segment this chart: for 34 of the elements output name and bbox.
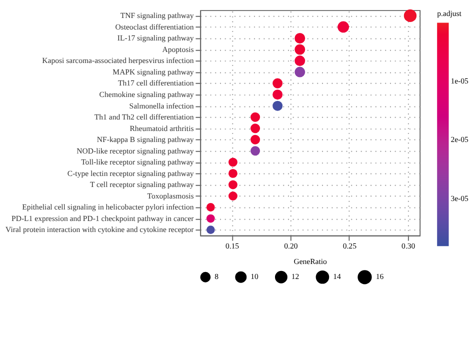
color-bar-title: p.adjust bbox=[437, 8, 462, 18]
y-tick-label: Epithelial cell signaling in helicobacter pylori infection bbox=[22, 202, 194, 212]
x-tick-label: 0.30 bbox=[402, 242, 416, 251]
legend-label: 14 bbox=[333, 272, 342, 282]
y-tick-label: C-type lectin receptor signaling pathway bbox=[67, 168, 194, 178]
legend-label: 10 bbox=[250, 272, 258, 282]
y-tick-label: Kaposi sarcoma-associated herpesvirus infection bbox=[42, 56, 194, 66]
legend-label: 12 bbox=[291, 272, 300, 282]
y-tick-label: Th1 and Th2 cell differentiation bbox=[94, 112, 194, 122]
x-axis-title: GeneRatio bbox=[294, 257, 328, 266]
y-tick-label: TNF signaling pathway bbox=[120, 11, 194, 20]
x-tick-label: 0.25 bbox=[342, 242, 357, 251]
y-tick-label: Chemokine signaling pathway bbox=[99, 90, 194, 100]
color-bar-label: 3e-05 bbox=[450, 194, 468, 204]
y-tick-label: Th17 cell differentiation bbox=[118, 78, 194, 88]
y-tick-label: Toll-like receptor signaling pathway bbox=[81, 158, 194, 167]
y-tick-label: PD-L1 expression and PD-1 checkpoint pathway in cancer bbox=[12, 214, 194, 223]
y-tick-label: MAPK signaling pathway bbox=[112, 67, 194, 76]
y-tick-label: Osteoclast differentiation bbox=[115, 22, 194, 32]
y-tick-label: T cell receptor signaling pathway bbox=[90, 180, 194, 190]
y-tick-label: Apoptosis bbox=[162, 44, 194, 54]
color-bar-label: 2e-05 bbox=[450, 135, 468, 144]
y-tick-label: NF-kappa B signaling pathway bbox=[96, 135, 194, 144]
y-tick-label: Salmonella infection bbox=[129, 101, 194, 110]
y-tick-label: IL-17 signaling pathway bbox=[117, 34, 194, 43]
y-tick-label: Rheumatoid arthritis bbox=[130, 124, 194, 133]
x-tick-label: 0.20 bbox=[284, 242, 298, 251]
legend-label: 8 bbox=[214, 272, 219, 282]
y-tick-label: Viral protein interaction with cytokine and cytokine receptor bbox=[6, 225, 194, 234]
y-tick-label: NOD-like receptor signaling pathway bbox=[76, 146, 194, 156]
x-tick-label: 0.15 bbox=[225, 242, 240, 251]
color-bar-label: 1e-05 bbox=[450, 76, 468, 86]
y-tick-label: Toxoplasmosis bbox=[147, 191, 194, 200]
legend-label: 16 bbox=[376, 272, 384, 282]
